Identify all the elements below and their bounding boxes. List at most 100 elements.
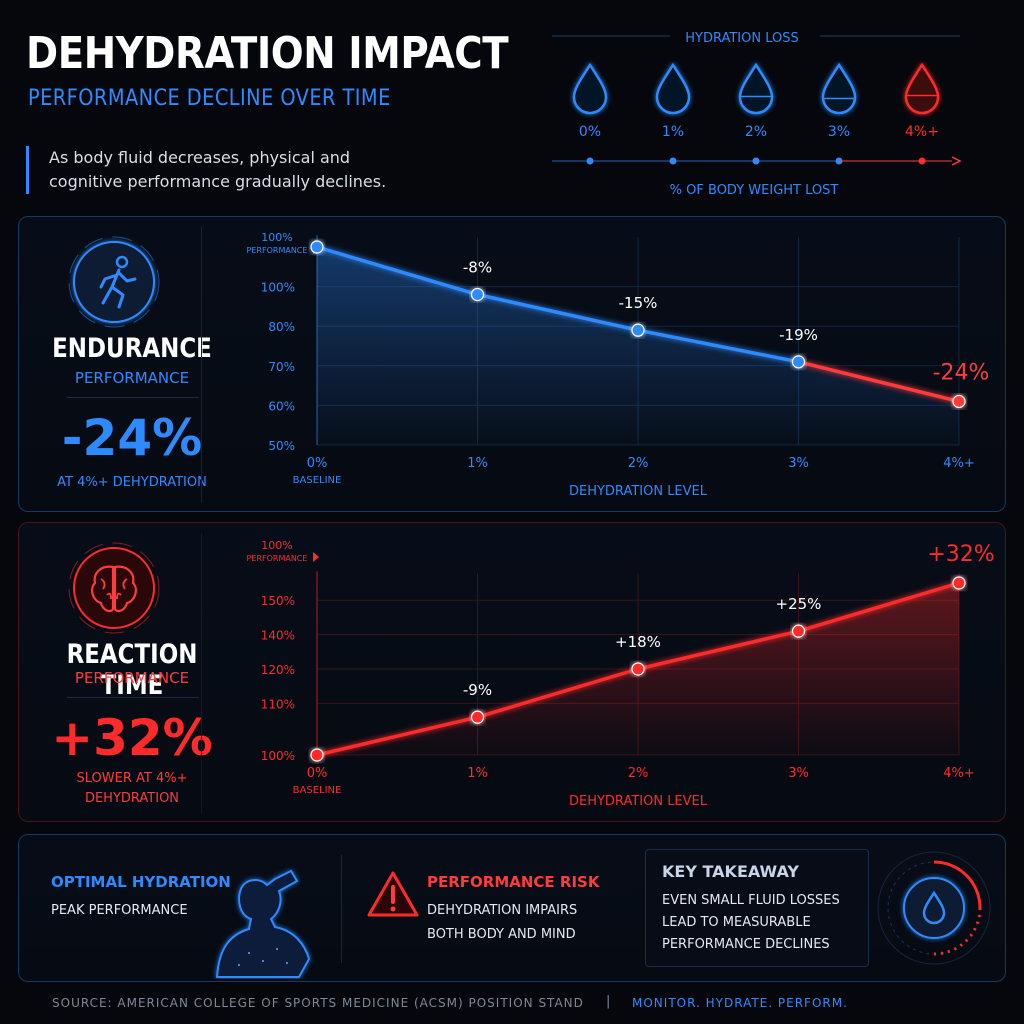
x-tick-label: 0% xyxy=(307,456,328,471)
data-point xyxy=(631,662,645,676)
data-point xyxy=(310,240,324,254)
key-takeaway-line1: EVEN SMALL FLUID LOSSES xyxy=(662,893,840,908)
hydration-level-label: 1% xyxy=(662,124,684,140)
droplet-icon xyxy=(738,62,774,115)
baseline-marker-value: 100% xyxy=(261,539,292,552)
data-label: +18% xyxy=(615,633,661,651)
series-line-segment xyxy=(316,245,478,297)
endurance-change: -24% xyxy=(61,409,203,467)
intro-text: As body fluid decreases, physical and co… xyxy=(26,146,406,194)
series-line-segment xyxy=(797,581,960,633)
endurance-chart: 100% 80% 70% 60% 50% 0% 1% 2% 3% 4%+ BASELINE DEHYD… xyxy=(247,231,990,499)
series-line-segment xyxy=(316,715,478,757)
y-tick-label: 140% xyxy=(261,629,295,643)
y-tick-label: 120% xyxy=(261,663,295,677)
data-point xyxy=(952,576,966,590)
y-tick-label: 50% xyxy=(268,439,295,453)
baseline-marker-label: PERFORMANCE xyxy=(247,246,308,255)
x-tick-label: 4%+ xyxy=(943,766,975,781)
x-axis-label: DEHYDRATION LEVEL xyxy=(569,794,708,809)
performance-risk-title: PERFORMANCE RISK xyxy=(427,873,600,891)
reaction-chart: 150% 140% 120% 110% 100% 0% 1% 2% 3% 4%+ BASELINE D… xyxy=(247,539,995,809)
data-label: -24% xyxy=(933,360,990,385)
x-baseline-label: BASELINE xyxy=(293,475,342,486)
performance-risk-line1: DEHYDRATION IMPAIRS xyxy=(427,903,578,918)
hydration-scale-title: HYDRATION LOSS xyxy=(685,31,799,46)
y-tick-label: 100% xyxy=(261,749,295,763)
y-tick-label: 70% xyxy=(268,360,295,374)
droplet-icon xyxy=(572,62,608,115)
droplet-icon xyxy=(821,62,857,115)
endurance-subtitle: PERFORMANCE xyxy=(74,369,190,387)
droplet-icon xyxy=(904,62,940,115)
key-takeaway-line2: LEAD TO MEASURABLE xyxy=(662,915,811,930)
drinking-person-icon xyxy=(215,869,311,978)
x-tick-label: 3% xyxy=(788,456,809,471)
data-label: -19% xyxy=(779,326,818,344)
optimal-hydration-text: PEAK PERFORMANCE xyxy=(51,903,188,918)
data-point xyxy=(791,355,806,369)
series-line-segment xyxy=(637,328,799,364)
runner-icon xyxy=(68,236,160,328)
baseline-marker-value: 100% xyxy=(261,231,292,244)
optimal-hydration-title: OPTIMAL HYDRATION xyxy=(51,873,231,891)
data-point xyxy=(952,394,966,409)
reaction-change: +32% xyxy=(51,709,213,767)
data-label: -15% xyxy=(619,294,658,312)
endurance-note: AT 4%+ DEHYDRATION xyxy=(57,475,207,490)
page-title: DEHYDRATION IMPACT xyxy=(26,28,509,79)
hydration-level-label: 4%+ xyxy=(905,124,939,140)
source-citation: SOURCE: AMERICAN COLLEGE OF SPORTS MEDIC… xyxy=(52,996,584,1010)
footer-separator: | xyxy=(606,994,611,1009)
series-line-segment xyxy=(477,292,639,332)
baseline-marker-label: PERFORMANCE xyxy=(247,554,308,563)
x-tick-label: 1% xyxy=(467,766,488,781)
data-point xyxy=(470,710,485,724)
footer-panel: OPTIMAL HYDRATION PEAK PERFORMANCE PERFO… xyxy=(18,834,1006,982)
data-label: +25% xyxy=(776,595,822,613)
key-takeaway-title: KEY TAKEAWAY xyxy=(662,862,799,881)
x-axis-label: DEHYDRATION LEVEL xyxy=(569,484,708,499)
hydration-scale: HYDRATION LOSS 0% 1% 2% 3% 4%+ % OF BODY WEI… xyxy=(552,31,962,198)
series-line-segment xyxy=(637,629,799,671)
x-tick-label: 1% xyxy=(467,456,488,471)
brain-icon xyxy=(68,542,160,634)
warning-icon xyxy=(367,871,419,917)
hydration-scale-axis-label: % OF BODY WEIGHT LOST xyxy=(670,183,839,198)
performance-risk-line2: BOTH BODY AND MIND xyxy=(427,927,576,942)
slogan: MONITOR. HYDRATE. PERFORM. xyxy=(632,996,848,1010)
x-baseline-label: BASELINE xyxy=(293,785,342,796)
y-tick-label: 150% xyxy=(261,594,295,608)
x-tick-label: 2% xyxy=(628,766,649,781)
y-tick-label: 80% xyxy=(268,320,295,334)
x-tick-label: 2% xyxy=(628,456,649,471)
reaction-title: REACTION TIME xyxy=(66,639,198,701)
series-line-segment xyxy=(476,667,639,719)
data-point xyxy=(631,323,645,337)
x-tick-label: 0% xyxy=(307,766,328,781)
page-subtitle: PERFORMANCE DECLINE OVER TIME xyxy=(28,86,391,111)
reaction-note-line2: DEHYDRATION xyxy=(84,791,180,806)
reaction-subtitle: PERFORMANCE xyxy=(74,669,190,687)
hydration-level-label: 3% xyxy=(828,124,850,140)
y-tick-label: 100% xyxy=(261,281,295,295)
key-takeaway-line3: PERFORMANCE DECLINES xyxy=(662,937,830,952)
data-label: -9% xyxy=(463,681,492,699)
droplet-icon xyxy=(655,62,691,115)
baseline-marker-arrow xyxy=(313,552,319,562)
hydration-level-label: 0% xyxy=(579,124,601,140)
hydration-level-label: 2% xyxy=(745,124,767,140)
reaction-panel: REACTION TIME PERFORMANCE +32% SLOWER AT… xyxy=(18,522,1006,822)
y-tick-label: 110% xyxy=(261,697,295,711)
x-tick-label: 3% xyxy=(788,766,809,781)
series-line-segment xyxy=(798,360,960,404)
reaction-note-line1: SLOWER AT 4%+ xyxy=(76,771,188,786)
data-label: +32% xyxy=(927,542,994,567)
data-point xyxy=(470,287,485,302)
droplet-target-icon xyxy=(877,851,991,965)
endurance-title: ENDURANCE xyxy=(52,333,212,364)
y-tick-label: 60% xyxy=(268,399,295,413)
data-point xyxy=(310,748,324,762)
data-label: -8% xyxy=(463,259,492,277)
data-point xyxy=(791,624,806,638)
